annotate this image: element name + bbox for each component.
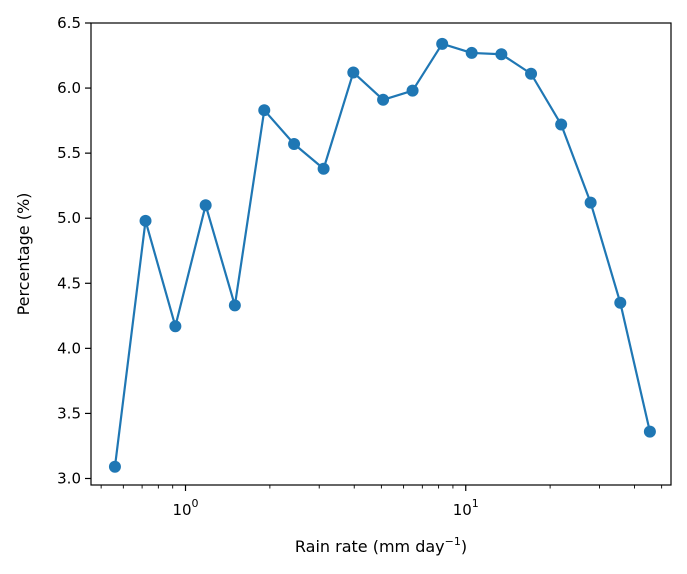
data-point [614,296,627,309]
x-tick-label: 100 [172,497,198,519]
data-point [347,66,360,79]
data-point [288,138,301,151]
data-point [555,118,568,131]
data-point [406,84,419,97]
y-tick-label: 3.0 [57,469,81,487]
data-point [495,48,508,61]
x-axis-label-close: ) [461,537,467,556]
y-tick-label: 4.5 [57,274,81,292]
y-tick-label: 6.0 [57,79,81,97]
y-axis-label: Percentage (%) [14,193,33,316]
x-tick-label-base: 10 [453,501,472,519]
y-tick-label: 5.0 [57,209,81,227]
data-point [377,93,390,106]
data-point [436,37,449,50]
y-tick-label: 5.5 [57,144,81,162]
x-axis-label-base: Rain rate (mm day [295,537,445,556]
x-tick-label-exponent: 1 [472,497,479,510]
data-point [525,67,538,80]
x-axis-label: Rain rate (mm day−1) [295,535,467,556]
y-tick-label: 4.0 [57,339,81,357]
data-point [139,214,152,227]
x-tick-label-exponent: 0 [192,497,199,510]
data-point [108,460,121,473]
data-point [465,46,478,59]
data-point [199,199,212,212]
data-point [169,320,182,333]
y-tick-label: 3.5 [57,404,81,422]
y-tick-label: 6.5 [57,14,81,32]
x-axis-label-superscript: −1 [445,535,461,548]
y-axis: 3.0 3.5 4.0 4.5 5.0 5.5 6.0 6.5 [57,14,91,487]
x-axis: 100 101 [100,485,663,519]
series-line [113,42,651,467]
plot-frame [90,22,672,486]
data-point [228,299,241,312]
series-layer [108,37,656,473]
data-point [317,162,330,175]
data-point [258,104,271,117]
data-point [584,196,597,209]
data-point [643,425,656,438]
x-tick-label-base: 10 [172,501,191,519]
x-tick-label: 101 [453,497,479,519]
